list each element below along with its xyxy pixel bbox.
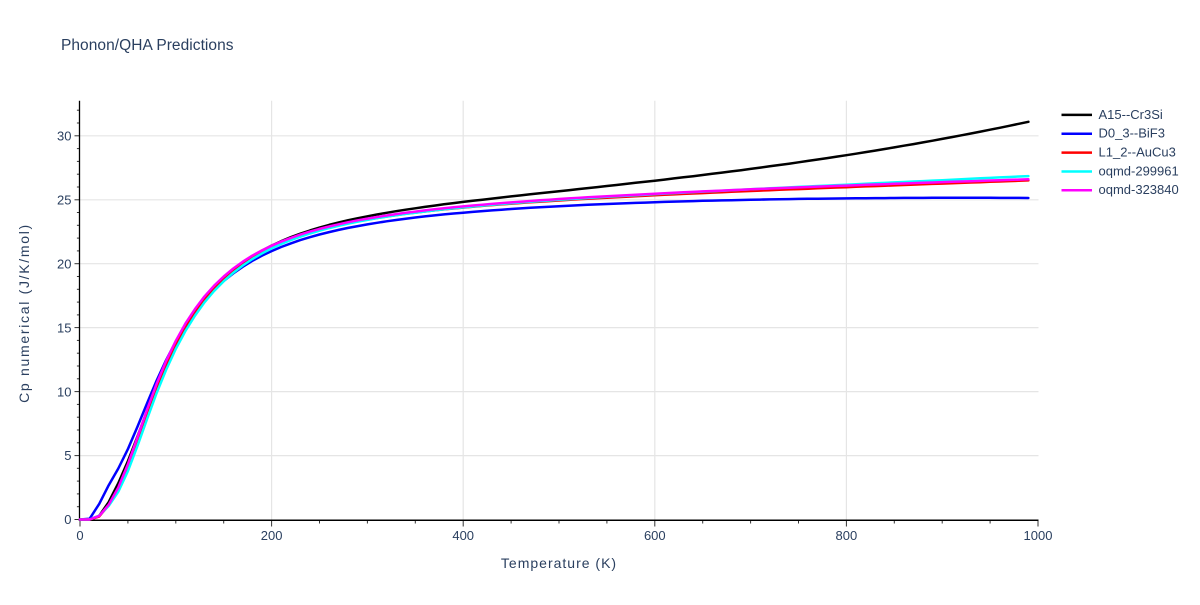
svg-text:0: 0 [64, 512, 71, 527]
svg-text:L1_2--AuCu3: L1_2--AuCu3 [1099, 145, 1176, 160]
svg-text:800: 800 [836, 528, 858, 543]
svg-text:15: 15 [57, 320, 71, 335]
svg-text:10: 10 [57, 384, 71, 399]
svg-text:1000: 1000 [1024, 528, 1053, 543]
svg-text:0: 0 [76, 528, 83, 543]
svg-text:5: 5 [64, 448, 71, 463]
svg-text:20: 20 [57, 256, 71, 271]
svg-text:oqmd-323840: oqmd-323840 [1099, 182, 1179, 197]
svg-text:Phonon/QHA Predictions: Phonon/QHA Predictions [61, 37, 234, 54]
svg-text:D0_3--BiF3: D0_3--BiF3 [1099, 126, 1165, 141]
svg-text:Cp numerical (J/K/mol): Cp numerical (J/K/mol) [16, 223, 32, 403]
svg-text:Temperature (K): Temperature (K) [501, 555, 617, 571]
svg-text:A15--Cr3Si: A15--Cr3Si [1099, 107, 1163, 122]
svg-text:600: 600 [644, 528, 666, 543]
svg-text:400: 400 [452, 528, 474, 543]
svg-text:25: 25 [57, 192, 71, 207]
svg-text:200: 200 [261, 528, 283, 543]
svg-text:30: 30 [57, 129, 71, 144]
svg-text:oqmd-299961: oqmd-299961 [1099, 163, 1179, 178]
